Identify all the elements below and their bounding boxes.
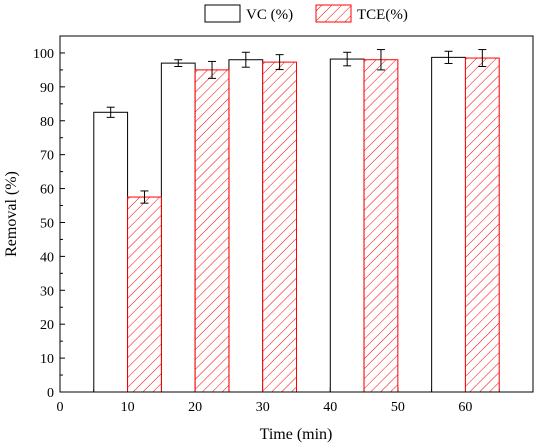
x-tick-label: 10 — [121, 400, 135, 415]
y-tick-label: 90 — [40, 81, 54, 96]
error-bar — [275, 54, 284, 71]
y-tick-label: 0 — [47, 386, 54, 401]
bar-vc-30 — [228, 59, 264, 393]
plot-area: 0 10 20 30 40 50 60 70 80 90 100 0 10 20 30 40 50 60 — [33, 35, 534, 415]
y-tick-label: 10 — [40, 352, 54, 367]
y-tick-label: 40 — [40, 250, 54, 265]
y-tick-label: 20 — [40, 318, 54, 333]
x-tick-label: 60 — [458, 400, 472, 415]
legend-label-vc: VC (%) — [246, 7, 293, 23]
bar-vc-60 — [431, 56, 466, 393]
x-tick-label: 40 — [323, 400, 337, 415]
x-tick-label: 20 — [188, 400, 202, 415]
bar-tce-60 — [464, 57, 500, 393]
bar-tce-20 — [194, 69, 230, 393]
bar-tce-30 — [262, 61, 298, 393]
legend: VC (%) TCE(%) — [204, 4, 408, 23]
bar-tce-45 — [363, 59, 399, 393]
legend-label-tce: TCE(%) — [357, 7, 408, 23]
legend-swatch-vc — [204, 4, 241, 23]
x-axis-title: Time (min) — [260, 426, 333, 443]
y-tick-label: 60 — [40, 183, 54, 198]
error-bar — [174, 59, 183, 68]
y-tick-label: 70 — [40, 149, 54, 164]
error-bar — [241, 51, 250, 68]
y-tick-label: 100 — [33, 47, 54, 62]
x-tick-label: 0 — [57, 400, 64, 415]
x-tick-label: 30 — [256, 400, 270, 415]
error-bar — [376, 49, 385, 71]
y-tick-label: 80 — [40, 115, 54, 130]
legend-swatch-tce — [315, 4, 352, 23]
plot-frame — [59, 35, 534, 393]
x-tick-label: 50 — [391, 400, 405, 415]
y-axis-title: Removal (%) — [3, 171, 20, 257]
bar-vc-45 — [329, 58, 365, 393]
bar-vc-10 — [93, 111, 129, 393]
error-bar — [478, 49, 487, 68]
error-bar — [140, 190, 149, 204]
bar-vc-20 — [160, 62, 196, 393]
error-bar — [106, 106, 115, 118]
y-tick-label: 30 — [40, 284, 54, 299]
bar-tce-10 — [127, 196, 162, 393]
y-tick-label: 50 — [40, 216, 54, 231]
error-bar — [343, 51, 352, 67]
error-bar — [444, 50, 453, 64]
error-bar — [208, 60, 217, 79]
